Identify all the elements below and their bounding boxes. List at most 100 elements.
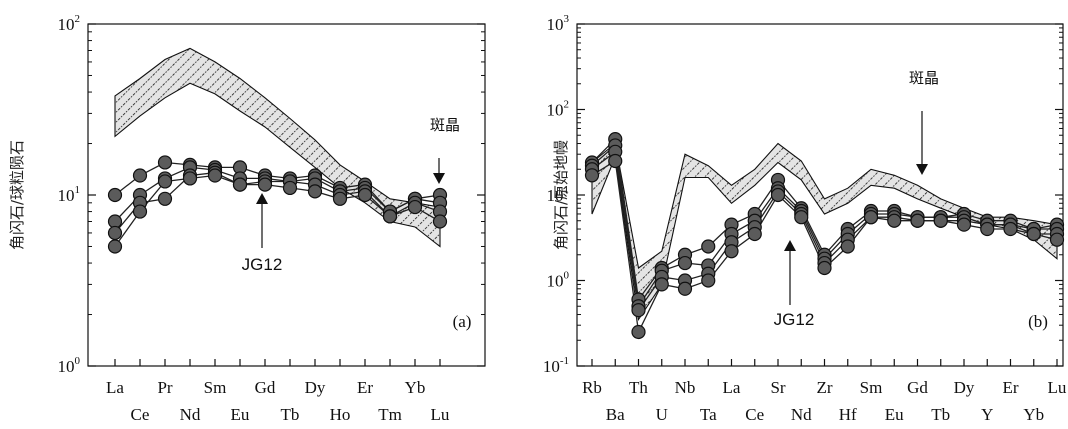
x-tick-label-tm: Tm: [378, 405, 402, 424]
data-point-4-sm: [863, 210, 879, 225]
data-point-4-lu: [432, 214, 448, 229]
x-tick-label-eu: Eu: [231, 405, 250, 424]
data-point-4-gd: [910, 213, 925, 228]
data-point-4-yb: [407, 199, 423, 215]
x-tick-label-u: U: [656, 405, 668, 424]
x-tick-label-y: Y: [981, 405, 993, 424]
data-point-4-zr: [817, 260, 832, 276]
x-tick-label-gd: Gd: [255, 378, 276, 397]
y-tick-label: 100: [547, 270, 570, 291]
jg12-arrow-head: [784, 240, 796, 251]
data-point-1-la: [107, 187, 123, 203]
data-point-3-th: [631, 303, 646, 318]
jg12-label: JG12: [774, 310, 815, 329]
data-point-4-th: [631, 324, 646, 340]
x-tick-label-dy: Dy: [305, 378, 326, 397]
data-point-4-hf: [840, 239, 855, 254]
data-point-4-y: [980, 221, 995, 237]
x-tick-label-zr: Zr: [816, 378, 832, 397]
x-tick-label-lu: Lu: [431, 405, 450, 424]
y-tick-label: 103: [547, 13, 570, 34]
x-tick-label-sm: Sm: [204, 378, 227, 397]
x-tick-label-ho: Ho: [330, 405, 351, 424]
x-tick-label-yb: Yb: [1023, 405, 1044, 424]
data-point-4-dy: [956, 217, 972, 232]
x-tick-label-rb: Rb: [582, 378, 602, 397]
x-tick-label-er: Er: [357, 378, 373, 397]
y-tick-label: 102: [547, 99, 570, 120]
data-point-4-pr: [157, 174, 173, 189]
x-tick-label-nd: Nd: [180, 405, 201, 424]
data-point-4-gd: [257, 177, 273, 192]
data-point-3-la: [107, 225, 123, 241]
x-tick-label-th: Th: [629, 378, 648, 397]
x-tick-label-er: Er: [1002, 378, 1018, 397]
y-axis-label: 角闪石/球粒陨石: [8, 140, 26, 250]
x-tick-label-ta: Ta: [700, 405, 717, 424]
x-tick-label-nb: Nb: [675, 378, 696, 397]
x-tick-label-dy: Dy: [954, 378, 975, 397]
data-point-4-eu: [232, 177, 248, 192]
data-point-4-rb: [584, 168, 600, 183]
data-point-4-nd: [182, 171, 198, 186]
x-tick-label-tb: Tb: [281, 405, 300, 424]
data-point-4-tm: [382, 209, 398, 224]
data-point-4-lu: [1049, 232, 1065, 247]
data-point-4-dy: [307, 184, 323, 199]
x-tick-label-lu: Lu: [1048, 378, 1067, 397]
x-tick-label-ce: Ce: [131, 405, 150, 424]
x-tick-label-eu: Eu: [885, 405, 904, 424]
data-point-4-ce: [132, 204, 148, 219]
data-point-4-ba: [608, 153, 623, 169]
x-tick-label-tb: Tb: [931, 405, 950, 424]
data-point-4-tb: [282, 180, 298, 196]
series-line-4: [591, 159, 1058, 335]
x-tick-label-la: La: [106, 378, 124, 397]
phenocryst-label: 斑晶: [909, 69, 939, 87]
phenocryst-arrow-head: [916, 164, 928, 175]
data-point-2-nb: [677, 255, 693, 271]
phenocryst-arrow-head: [433, 173, 445, 184]
x-tick-label-sm: Sm: [860, 378, 883, 397]
panel-label: (a): [453, 312, 472, 331]
x-tick-label-ce: Ce: [745, 405, 764, 424]
data-point-1-ta: [701, 239, 716, 254]
x-tick-label-yb: Yb: [405, 378, 426, 397]
data-point-4-sm: [207, 168, 223, 183]
x-tick-label-la: La: [723, 378, 741, 397]
data-point-4-sr: [770, 187, 786, 203]
data-point-4-ce: [747, 226, 762, 242]
x-tick-label-pr: Pr: [157, 378, 172, 397]
x-tick-label-nd: Nd: [791, 405, 812, 424]
y-tick-label: 101: [58, 184, 81, 205]
x-tick-label-ba: Ba: [606, 405, 625, 424]
data-point-4-ho: [332, 191, 348, 206]
jg12-arrow-head: [256, 193, 268, 204]
data-point-4-la: [724, 244, 739, 259]
data-point-1-pr: [157, 155, 173, 170]
data-point-4-er: [1003, 221, 1018, 237]
data-point-4-er: [357, 187, 373, 203]
phenocryst-label: 斑晶: [430, 116, 460, 134]
data-point-3-pr: [157, 191, 173, 206]
data-point-4-eu: [887, 213, 902, 228]
data-point-4-tb: [933, 213, 948, 228]
jg12-label: JG12: [242, 255, 283, 274]
data-point-4-u: [654, 277, 669, 292]
y-tick-label: 100: [58, 355, 81, 376]
y-tick-label: 101: [547, 184, 570, 205]
panel-label: (b): [1028, 312, 1048, 331]
data-point-4-nb: [677, 281, 693, 296]
x-tick-label-hf: Hf: [839, 405, 857, 424]
data-point-4-nd: [794, 210, 809, 225]
y-tick-label: 102: [58, 13, 81, 34]
y-axis-label: 角闪石/原始地幔: [552, 140, 570, 250]
y-tick-label: 10-1: [543, 355, 569, 376]
data-point-4-yb: [1026, 226, 1041, 242]
data-point-4-ta: [701, 273, 716, 288]
data-point-1-ce: [132, 168, 148, 183]
x-tick-label-sr: Sr: [770, 378, 785, 397]
